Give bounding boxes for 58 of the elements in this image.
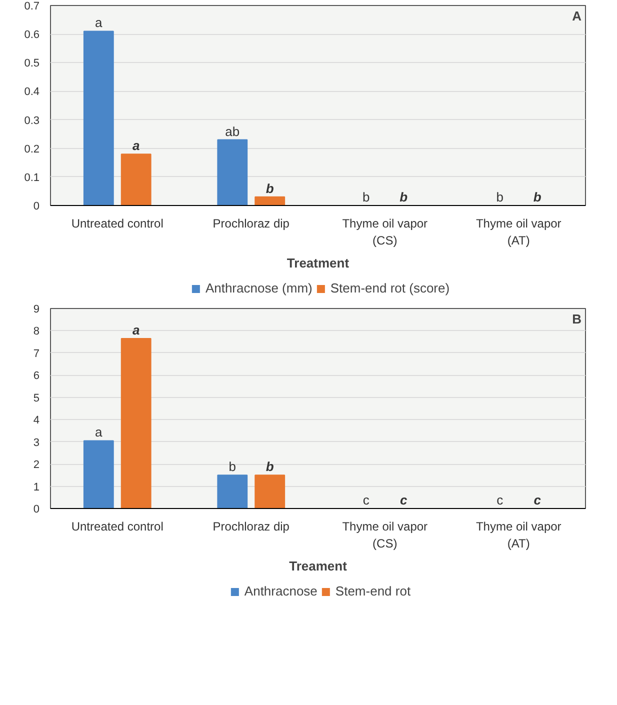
bar (217, 474, 248, 508)
bar (83, 30, 114, 206)
y-tick-label: 0.1 (24, 172, 40, 184)
x-tick-label: Untreated control (71, 216, 164, 230)
data-label: c (400, 492, 408, 508)
legend-label: Anthracnose (244, 584, 318, 598)
bar (120, 338, 152, 508)
bar (120, 154, 152, 206)
data-label: a (132, 322, 140, 338)
x-axis-title: Treatment (286, 255, 350, 270)
x-tick-label: Thyme oil vapor (AT) (476, 216, 562, 248)
data-label: c (534, 492, 542, 508)
y-tick-label: 0.3 (24, 114, 40, 127)
x-axis-title: Treament (289, 558, 348, 574)
y-tick-label: 5 (33, 392, 40, 404)
y-tick-label: 7 (33, 348, 40, 360)
legend-label: Stem-end rot (335, 584, 411, 598)
x-tick-label: Prochloraz dip (212, 520, 290, 534)
y-tick-label: 0.4 (24, 86, 40, 98)
y-tick-label: 9 (33, 304, 40, 316)
y-tick-label: 6 (33, 370, 40, 382)
data-label: b (400, 190, 408, 204)
x-tick-label: Thyme oil vapor (CS) (342, 216, 428, 248)
x-tick-label: Thyme oil vapor (AT) (476, 520, 562, 550)
data-label: a (95, 424, 104, 440)
x-tick-label: Untreated control (71, 520, 164, 534)
y-tick-label: 8 (33, 326, 40, 338)
data-label: b (228, 459, 236, 474)
legend-label: Stem-end rot (score) (330, 280, 450, 296)
data-label: a (132, 138, 140, 154)
legend-label: Anthracnose (mm) (205, 280, 312, 296)
y-tick-label: 0.2 (24, 143, 40, 156)
data-label: b (496, 190, 504, 204)
bar (254, 474, 286, 508)
annotation: B (572, 312, 582, 326)
y-tick-label: 0 (33, 504, 40, 516)
annotation: A (572, 8, 582, 24)
data-label: ab (225, 124, 240, 139)
data-label: c (496, 492, 504, 508)
bar (83, 440, 114, 508)
x-tick-label: Thyme oil vapor (CS) (342, 520, 428, 550)
y-tick-label: 0.7 (24, 0, 40, 12)
y-tick-label: 4 (33, 414, 40, 427)
data-label: a (95, 15, 104, 30)
y-tick-label: 0 (33, 200, 40, 212)
x-tick-label: Prochloraz dip (212, 216, 290, 230)
y-tick-label: 0.5 (24, 58, 40, 70)
data-label: b (266, 180, 274, 196)
bar (217, 139, 248, 206)
y-tick-label: 0.6 (24, 29, 40, 42)
data-label: b (362, 190, 370, 204)
y-tick-label: 2 (33, 459, 40, 472)
y-tick-label: 1 (33, 481, 40, 494)
bar (254, 196, 286, 206)
data-label: b (533, 190, 542, 204)
data-label: c (362, 492, 370, 508)
y-tick-label: 3 (33, 436, 40, 449)
data-label: b (266, 459, 274, 474)
